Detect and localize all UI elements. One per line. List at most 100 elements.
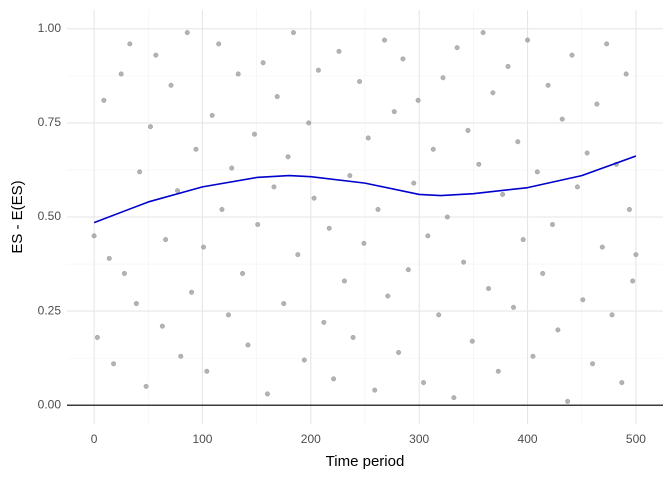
point	[111, 361, 117, 367]
point	[163, 237, 169, 243]
point	[604, 41, 610, 47]
point	[204, 368, 210, 374]
point	[127, 41, 133, 47]
point	[301, 357, 307, 363]
point	[341, 278, 347, 284]
x-tick-label: 300	[409, 432, 429, 446]
point	[540, 270, 546, 277]
point	[331, 376, 337, 382]
point	[520, 237, 526, 243]
x-tick-label: 500	[626, 432, 646, 446]
smooth-line	[93, 155, 637, 224]
x-tick-label: 200	[301, 432, 321, 446]
point	[633, 252, 639, 258]
grid	[67, 10, 663, 424]
point	[350, 334, 356, 340]
point	[454, 45, 460, 51]
point	[444, 214, 450, 220]
point	[590, 361, 596, 367]
point	[94, 334, 100, 340]
point	[216, 41, 222, 47]
point	[400, 56, 406, 62]
point	[153, 52, 159, 58]
point	[594, 101, 600, 107]
point	[559, 116, 565, 122]
point	[365, 135, 371, 141]
point	[411, 180, 417, 186]
point	[121, 270, 127, 277]
point	[174, 188, 181, 194]
point	[630, 278, 636, 284]
point	[264, 391, 271, 397]
point	[375, 206, 381, 213]
marks	[91, 30, 639, 404]
point	[189, 289, 195, 295]
point	[315, 67, 321, 73]
point	[347, 173, 353, 179]
point	[565, 398, 571, 404]
y-tick-label: 0.00	[38, 397, 62, 411]
point	[623, 71, 629, 77]
point	[465, 127, 471, 133]
point	[476, 161, 482, 167]
point	[106, 255, 112, 261]
point	[396, 349, 402, 356]
point	[490, 90, 496, 96]
point	[609, 312, 615, 318]
point	[372, 387, 378, 393]
point	[500, 191, 506, 197]
point	[451, 395, 457, 401]
point	[251, 131, 258, 137]
x-tick-label: 100	[192, 432, 212, 446]
point	[260, 60, 266, 66]
point	[295, 252, 301, 258]
point	[245, 342, 251, 348]
point	[361, 240, 367, 246]
point	[178, 353, 184, 359]
point	[159, 323, 165, 329]
point	[281, 301, 287, 307]
point	[91, 233, 97, 239]
point	[436, 312, 442, 318]
point	[569, 52, 575, 58]
point	[485, 285, 492, 292]
point	[219, 206, 225, 213]
y-tick-label: 0.50	[38, 209, 62, 223]
y-tick-label: 0.75	[38, 115, 62, 129]
point	[357, 78, 363, 85]
point	[599, 244, 605, 250]
x-axis-title: Time period	[326, 453, 405, 470]
point	[290, 30, 297, 36]
point	[200, 244, 207, 250]
point	[420, 380, 427, 386]
point	[555, 327, 561, 333]
x-tick-label: 400	[518, 432, 538, 446]
point	[405, 267, 411, 273]
point	[385, 293, 391, 299]
point	[505, 63, 511, 70]
point	[235, 71, 241, 77]
point	[545, 82, 551, 88]
point	[133, 301, 139, 307]
point	[336, 48, 342, 54]
point	[480, 30, 486, 36]
point	[118, 71, 124, 77]
point	[311, 195, 317, 201]
y-tick-label: 0.25	[38, 303, 62, 317]
point	[137, 169, 143, 175]
point	[495, 368, 501, 374]
point	[619, 380, 625, 386]
point	[430, 146, 436, 152]
point	[193, 146, 199, 152]
point	[391, 109, 397, 115]
point	[584, 150, 590, 156]
point	[147, 124, 153, 130]
point	[469, 338, 475, 344]
point	[515, 139, 521, 145]
point	[440, 75, 446, 81]
point	[184, 30, 190, 36]
point	[239, 270, 246, 277]
point	[580, 297, 586, 303]
